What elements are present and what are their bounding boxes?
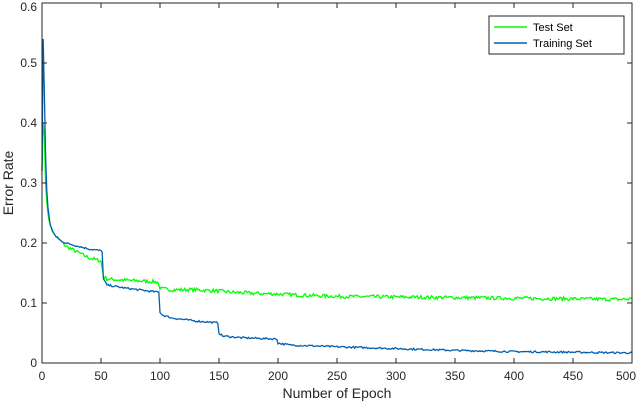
y-tick-label: 0.3: [20, 176, 37, 190]
x-axis-label: Number of Epoch: [283, 385, 392, 401]
x-tick-label: 50: [94, 369, 108, 383]
legend-label-training-set: Training Set: [533, 38, 592, 50]
y-axis-label: Error Rate: [0, 151, 16, 216]
y-tick-label: 0.4: [20, 116, 37, 130]
x-tick-label: 250: [327, 369, 347, 383]
x-tick-label: 0: [39, 369, 46, 383]
legend: Test Set Training Set: [488, 15, 625, 55]
x-tick-label: 500: [616, 369, 636, 383]
tick-layer: 0 50 100 150 200 250 300 350 400 450 500 0 0.1 0.2 0.3…: [20, 0, 636, 383]
x-tick-label: 200: [268, 369, 288, 383]
x-tick-label: 400: [504, 369, 524, 383]
y-tick-label: 0.5: [20, 56, 37, 70]
x-tick-label: 300: [386, 369, 406, 383]
y-tick-label: 0.2: [20, 236, 37, 250]
y-tick-label: 0.6: [20, 0, 37, 14]
legend-box: [488, 15, 625, 55]
x-tick-label: 100: [150, 369, 170, 383]
series-line-test-set: [41, 122, 633, 303]
y-tick-label: 0: [30, 356, 37, 370]
x-tick-label: 150: [209, 369, 229, 383]
y-tick-label: 0.1: [20, 296, 37, 310]
series-line-training-set: [41, 38, 633, 355]
x-tick-label: 350: [445, 369, 465, 383]
series-layer: [41, 38, 633, 355]
x-tick-label: 450: [563, 369, 583, 383]
legend-label-test-set: Test Set: [533, 22, 573, 34]
